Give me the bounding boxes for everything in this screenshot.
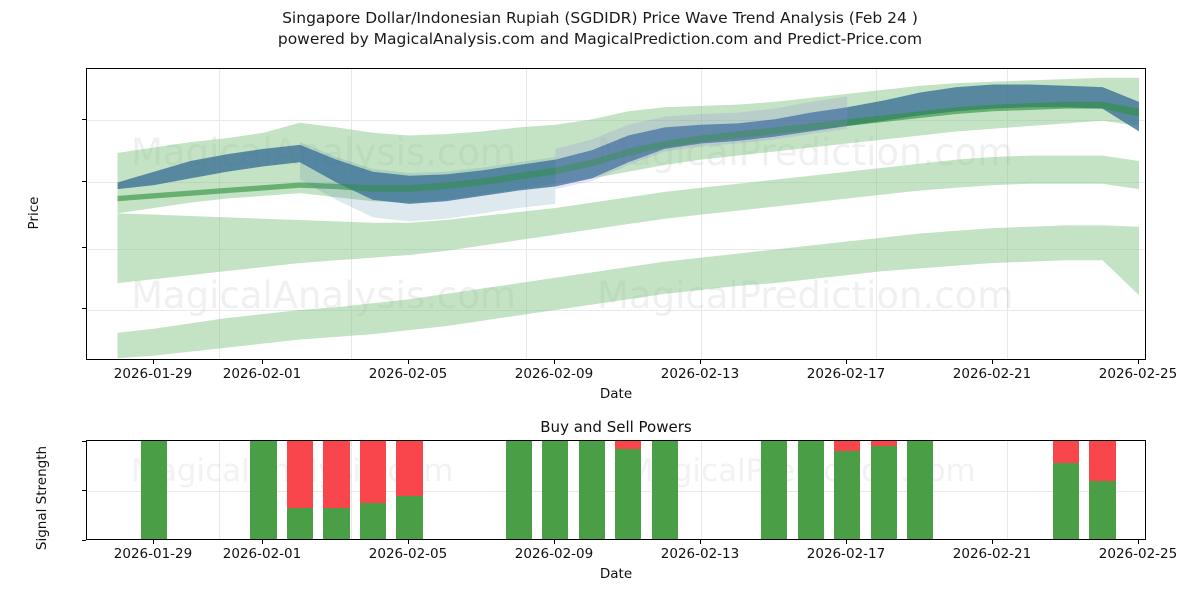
- bar-buy: [797, 441, 824, 539]
- price-wave-bands: [117, 77, 1139, 359]
- bar-sell: [396, 441, 423, 496]
- wave-band-1: [117, 155, 1139, 284]
- signal-chart-plot-area: MagicalAnalysis.com MagicalPrediction.co…: [86, 440, 1146, 540]
- gridline-h: [87, 310, 1145, 311]
- x-tick-mark: [700, 360, 701, 364]
- bar-buy: [615, 449, 642, 539]
- x-tick-mark: [554, 360, 555, 364]
- bar-buy: [761, 441, 788, 539]
- y-tick-mark: [82, 490, 86, 491]
- bar-buy: [834, 451, 861, 539]
- gridline-v: [351, 69, 352, 359]
- x-tick-label: 2026-02-09: [514, 366, 594, 382]
- gridline-h: [87, 120, 1145, 121]
- bar-buy: [1089, 481, 1116, 539]
- y-tick-mark: [82, 181, 86, 182]
- gridline-v: [1007, 69, 1008, 359]
- gridline-v: [1007, 441, 1008, 539]
- page-subtitle: powered by MagicalAnalysis.com and Magic…: [277, 30, 923, 48]
- gridline-v: [701, 69, 702, 359]
- x-tick-label: 2026-02-21: [952, 546, 1032, 562]
- x-tick-mark: [408, 540, 409, 544]
- bar-sell: [323, 441, 350, 508]
- x-tick-mark: [262, 540, 263, 544]
- bar-buy: [359, 503, 387, 539]
- x-tick-mark: [153, 540, 154, 544]
- x-tick-label: 2026-02-05: [368, 366, 448, 382]
- bar-buy: [578, 441, 605, 539]
- signal-x-axis-label: Date: [599, 566, 633, 582]
- x-tick-label: 2026-02-17: [806, 366, 886, 382]
- bar-buy: [542, 441, 569, 539]
- gridline-v: [701, 441, 702, 539]
- x-tick-label: 2026-01-29: [113, 546, 193, 562]
- wave-band-2: [117, 225, 1139, 359]
- signal-y-axis-label: Signal Strength: [34, 445, 50, 551]
- x-tick-label: 2026-02-05: [368, 546, 448, 562]
- gridline-v: [526, 69, 527, 359]
- price-y-axis-label: Price: [26, 196, 42, 230]
- wave-band-3: [117, 84, 1139, 204]
- chart-title-block: Singapore Dollar/Indonesian Rupiah (SGDI…: [0, 8, 1200, 50]
- bar-buy: [323, 508, 350, 539]
- x-tick-label: 2026-01-29: [113, 366, 193, 382]
- x-tick-label: 2026-02-25: [1098, 366, 1178, 382]
- x-tick-label: 2026-02-09: [514, 546, 594, 562]
- x-tick-mark: [408, 360, 409, 364]
- wave-band-4: [117, 101, 1139, 202]
- bar-buy: [870, 446, 897, 539]
- x-tick-label: 2026-02-13: [660, 546, 740, 562]
- bar-sell: [870, 441, 897, 446]
- gridline-h: [87, 182, 1145, 183]
- bar-buy: [505, 441, 532, 539]
- x-tick-mark: [700, 540, 701, 544]
- x-tick-mark: [846, 360, 847, 364]
- bar-buy: [1052, 463, 1080, 539]
- bar-buy: [250, 441, 277, 539]
- x-tick-label: 2026-02-01: [222, 366, 302, 382]
- wave-band-shoulder: [299, 142, 556, 222]
- x-tick-label: 2026-02-17: [806, 546, 886, 562]
- price-chart-plot-area: MagicalAnalysis.com MagicalPrediction.co…: [86, 68, 1146, 360]
- bar-sell: [359, 441, 387, 503]
- page-title: Singapore Dollar/Indonesian Rupiah (SGDI…: [282, 9, 918, 27]
- x-tick-label: 2026-02-21: [952, 366, 1032, 382]
- gridline-h: [87, 249, 1145, 250]
- bar-buy: [140, 441, 168, 539]
- x-tick-mark: [554, 540, 555, 544]
- x-tick-mark: [992, 540, 993, 544]
- bar-buy: [286, 508, 314, 539]
- signal-panel-title: Buy and Sell Powers: [540, 418, 692, 436]
- x-tick-mark: [1138, 540, 1139, 544]
- x-tick-label: 2026-02-13: [660, 366, 740, 382]
- y-tick-mark: [82, 247, 86, 248]
- bar-sell: [286, 441, 314, 508]
- y-tick-mark: [82, 540, 86, 541]
- x-tick-label: 2026-02-01: [222, 546, 302, 562]
- y-tick-mark: [82, 119, 86, 120]
- x-tick-mark: [262, 360, 263, 364]
- y-tick-mark: [82, 308, 86, 309]
- x-tick-mark: [992, 360, 993, 364]
- signal-bars-layer: [87, 441, 1145, 539]
- bar-buy: [396, 496, 423, 539]
- gridline-v: [219, 441, 220, 539]
- bar-sell: [1089, 441, 1116, 481]
- bar-buy: [906, 441, 934, 539]
- gridline-v: [876, 69, 877, 359]
- x-tick-mark: [153, 360, 154, 364]
- x-tick-mark: [1138, 360, 1139, 364]
- bar-sell: [1052, 441, 1080, 463]
- wave-band-halo: [555, 96, 848, 190]
- x-tick-label: 2026-02-25: [1098, 546, 1178, 562]
- bar-sell: [834, 441, 861, 451]
- bar-sell: [615, 441, 642, 449]
- gridline-v: [351, 441, 352, 539]
- gridline-v: [219, 69, 220, 359]
- y-tick-mark: [82, 441, 86, 442]
- bar-buy: [651, 441, 678, 539]
- x-tick-mark: [846, 540, 847, 544]
- price-x-axis-label: Date: [599, 386, 633, 402]
